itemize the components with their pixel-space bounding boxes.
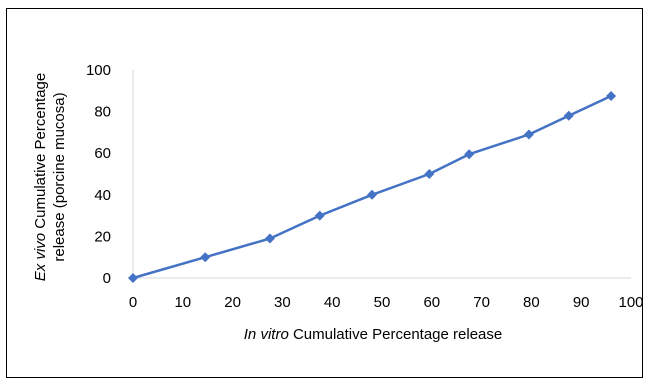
series-line (132, 94, 612, 280)
y-axis-title-line2: release (porcine mucosa) (51, 92, 68, 261)
data-point-marker (314, 210, 325, 221)
y-axis-title-rest: Cumulative Percentage (32, 73, 49, 233)
data-point-marker (424, 169, 435, 179)
data-point-marker (563, 110, 574, 121)
y-tick-label: 20 (94, 228, 111, 245)
x-tick-label: 90 (573, 294, 590, 311)
x-tick-label: 80 (523, 294, 540, 311)
x-tick-label: 30 (274, 294, 291, 311)
line-chart: 0 10 20 30 40 50 60 70 80 90 100 0 20 40 60 80 100 In vi… (32, 62, 644, 343)
x-tick-label: 70 (473, 294, 490, 311)
y-axis-title-line1: Ex vivo Cumulative Percentage (32, 73, 49, 281)
data-point-marker (367, 189, 378, 200)
data-point-marker (464, 149, 475, 160)
data-point-marker (523, 129, 534, 140)
y-axis-title-italic: Ex vivo (32, 233, 49, 281)
x-tick-label: 60 (423, 294, 440, 311)
x-tick-label: 50 (374, 294, 391, 311)
x-tick-label: 10 (174, 294, 191, 311)
y-tick-label: 0 (103, 270, 111, 287)
x-axis-title-rest: Cumulative Percentage release (289, 326, 502, 343)
x-tick-label: 20 (224, 294, 241, 311)
data-point-marker (606, 91, 617, 101)
x-tick-label: 100 (618, 294, 643, 311)
data-point-marker (128, 273, 138, 283)
y-tick-label: 80 (94, 104, 111, 121)
data-point-marker (200, 252, 211, 263)
x-axis-title: In vitro Cumulative Percentage release (244, 326, 502, 343)
data-point-marker (264, 233, 275, 244)
x-tick-label: 40 (324, 294, 341, 311)
y-tick-label: 100 (86, 62, 111, 79)
x-axis-title-italic: In vitro (244, 326, 289, 343)
axes (132, 70, 631, 279)
chart-frame: 0 10 20 30 40 50 60 70 80 90 100 0 20 40 60 80 100 In vi… (6, 8, 644, 378)
y-tick-label: 40 (94, 187, 111, 204)
tick-labels: 0 10 20 30 40 50 60 70 80 90 100 0 20 40 60 80 100 (86, 62, 644, 311)
y-tick-label: 60 (94, 145, 111, 162)
x-tick-label: 0 (129, 294, 137, 311)
data-series (128, 91, 617, 283)
